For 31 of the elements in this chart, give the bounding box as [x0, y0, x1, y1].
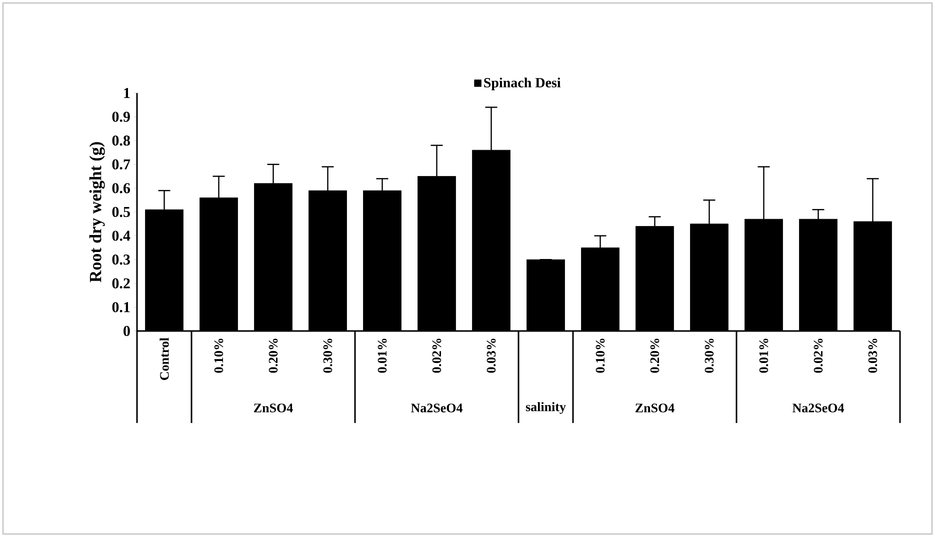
- text: ZnSO4: [254, 404, 293, 412]
- text: salinity: [526, 402, 566, 414]
- x-tick-label: 0.20%: [268, 338, 278, 373]
- x-tick-label: 0.02%: [814, 338, 823, 373]
- y-tick-label: 0.5: [112, 206, 130, 218]
- x-tick-label: 0.03%: [486, 338, 496, 373]
- y-tick-label: 0: [124, 326, 130, 336]
- y-axis-title: Root dry weight (g): [89, 142, 105, 282]
- x-tick-label: 0.10%: [596, 338, 605, 373]
- y-tick-label: 0.8: [112, 135, 130, 146]
- text: ZnSO4: [636, 404, 674, 412]
- x-tick-label: 0.01%: [378, 338, 387, 373]
- x-tick-label: 0.03%: [868, 338, 878, 373]
- x-tick-label: 0.02%: [432, 338, 442, 373]
- x-tick-label: 0.10%: [214, 338, 224, 373]
- y-tick-label: 0.2: [112, 278, 130, 288]
- y-tick-label: 0.3: [112, 254, 130, 265]
- x-tick-label: Control: [160, 338, 169, 380]
- text: Na2SeO4: [792, 404, 844, 412]
- x-tick-label: 0.01%: [759, 338, 768, 373]
- y-tick-label: 0.9: [112, 112, 130, 122]
- x-tick-label: 0.30%: [704, 338, 714, 373]
- y-tick-label: 0.6: [112, 183, 130, 194]
- text: Na2SeO4: [411, 404, 463, 412]
- y-tick-label: 1: [124, 88, 130, 98]
- x-tick-label: 0.30%: [323, 338, 332, 373]
- x-tick-label: 0.20%: [650, 338, 660, 373]
- y-tick-label: 0.4: [112, 230, 130, 241]
- y-tick-label: 0.7: [112, 159, 130, 170]
- legend-label: Spinach Desi: [484, 78, 561, 90]
- y-tick-label: 0.1: [112, 302, 130, 312]
